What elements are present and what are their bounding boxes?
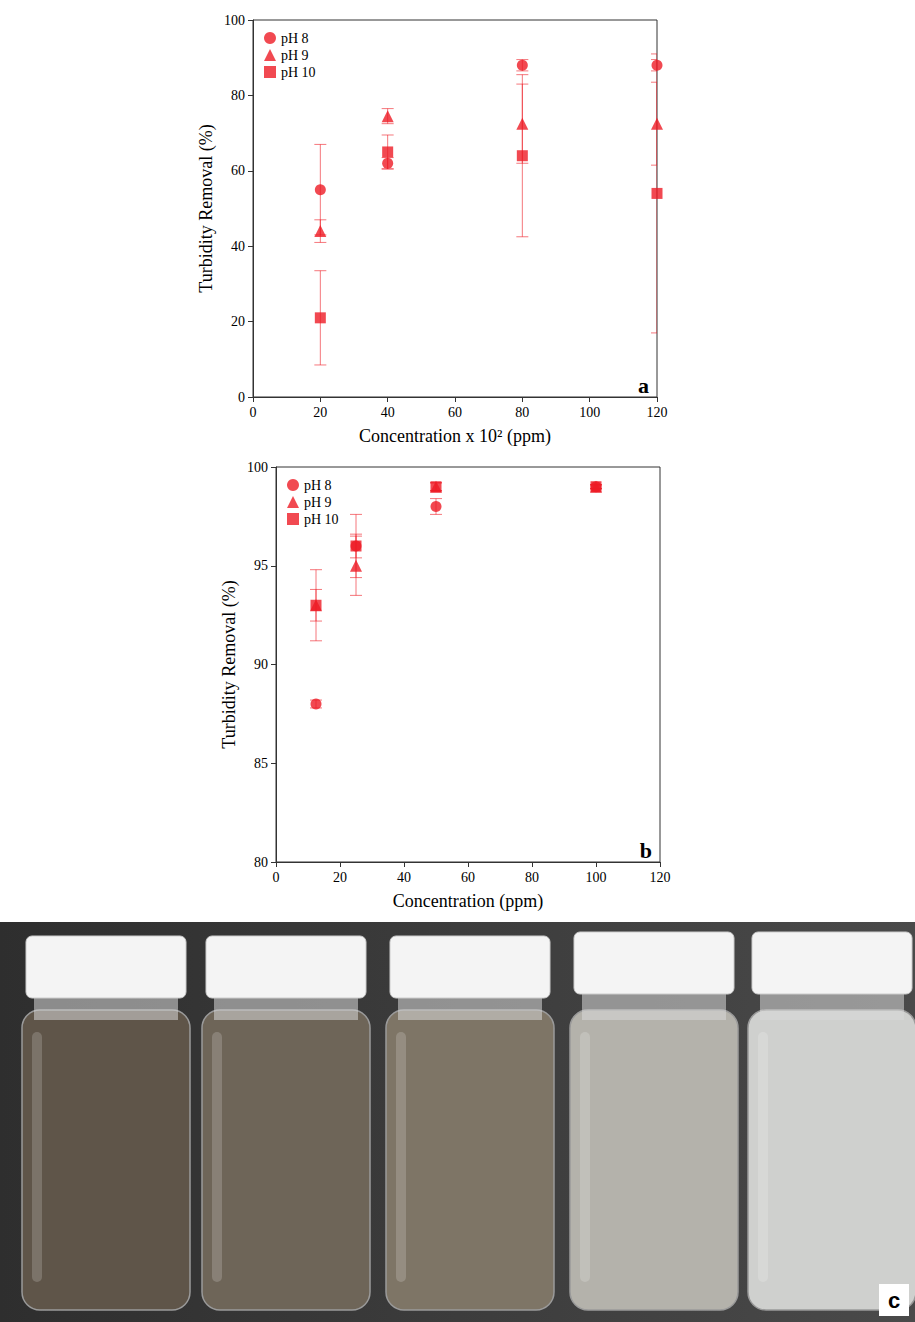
svg-text:0: 0 [273, 870, 280, 885]
svg-text:pH 9: pH 9 [304, 495, 332, 510]
svg-text:90: 90 [254, 657, 268, 672]
svg-text:120: 120 [650, 870, 671, 885]
svg-text:40: 40 [397, 870, 411, 885]
svg-text:80: 80 [231, 88, 245, 103]
svg-text:60: 60 [461, 870, 475, 885]
svg-text:pH 10: pH 10 [281, 65, 316, 80]
svg-text:100: 100 [579, 405, 600, 420]
svg-text:Concentration (ppm): Concentration (ppm) [393, 891, 543, 912]
svg-text:100: 100 [247, 460, 268, 475]
svg-text:0: 0 [238, 390, 245, 405]
svg-text:b: b [640, 838, 652, 863]
svg-text:85: 85 [254, 756, 268, 771]
svg-text:100: 100 [224, 13, 245, 28]
svg-text:20: 20 [333, 870, 347, 885]
svg-text:80: 80 [525, 870, 539, 885]
svg-text:100: 100 [586, 870, 607, 885]
svg-text:20: 20 [313, 405, 327, 420]
svg-text:20: 20 [231, 314, 245, 329]
svg-text:pH 10: pH 10 [304, 512, 339, 527]
svg-text:c: c [888, 1288, 900, 1313]
svg-text:80: 80 [254, 855, 268, 870]
svg-text:0: 0 [250, 405, 257, 420]
svg-text:Turbidity Removal (%): Turbidity Removal (%) [196, 124, 217, 292]
svg-text:60: 60 [231, 163, 245, 178]
svg-text:60: 60 [448, 405, 462, 420]
svg-text:pH 8: pH 8 [281, 31, 309, 46]
svg-text:95: 95 [254, 558, 268, 573]
svg-text:Turbidity Removal (%): Turbidity Removal (%) [219, 580, 240, 748]
svg-text:120: 120 [647, 405, 668, 420]
svg-text:Concentration x 10² (ppm): Concentration x 10² (ppm) [359, 426, 551, 447]
svg-text:pH 8: pH 8 [304, 478, 332, 493]
svg-text:40: 40 [381, 405, 395, 420]
svg-text:pH 9: pH 9 [281, 48, 309, 63]
svg-text:a: a [638, 373, 649, 398]
svg-text:40: 40 [231, 239, 245, 254]
svg-text:80: 80 [515, 405, 529, 420]
